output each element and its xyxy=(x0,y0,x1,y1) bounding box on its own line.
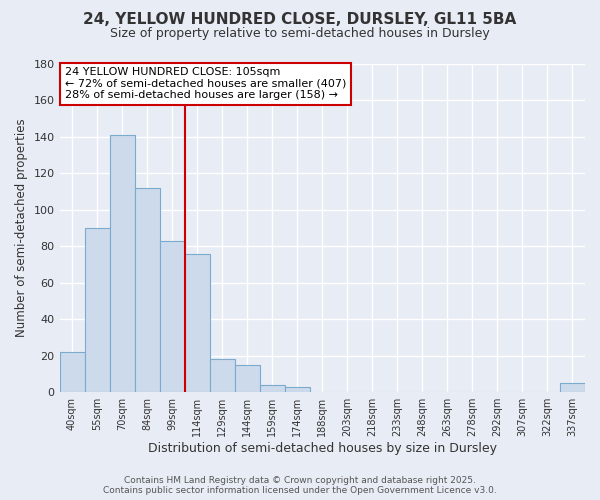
Bar xyxy=(235,365,260,392)
Text: 24, YELLOW HUNDRED CLOSE, DURSLEY, GL11 5BA: 24, YELLOW HUNDRED CLOSE, DURSLEY, GL11 … xyxy=(83,12,517,28)
Bar xyxy=(59,352,85,392)
Bar xyxy=(85,228,110,392)
X-axis label: Distribution of semi-detached houses by size in Dursley: Distribution of semi-detached houses by … xyxy=(148,442,497,455)
Text: Contains HM Land Registry data © Crown copyright and database right 2025.
Contai: Contains HM Land Registry data © Crown c… xyxy=(103,476,497,495)
Text: 24 YELLOW HUNDRED CLOSE: 105sqm
← 72% of semi-detached houses are smaller (407)
: 24 YELLOW HUNDRED CLOSE: 105sqm ← 72% of… xyxy=(65,68,346,100)
Bar xyxy=(134,188,160,392)
Y-axis label: Number of semi-detached properties: Number of semi-detached properties xyxy=(15,119,28,338)
Bar xyxy=(560,383,585,392)
Bar xyxy=(260,385,285,392)
Bar xyxy=(160,241,185,392)
Bar xyxy=(285,386,310,392)
Bar xyxy=(209,360,235,392)
Text: Size of property relative to semi-detached houses in Dursley: Size of property relative to semi-detach… xyxy=(110,28,490,40)
Bar xyxy=(185,254,209,392)
Bar xyxy=(110,135,134,392)
